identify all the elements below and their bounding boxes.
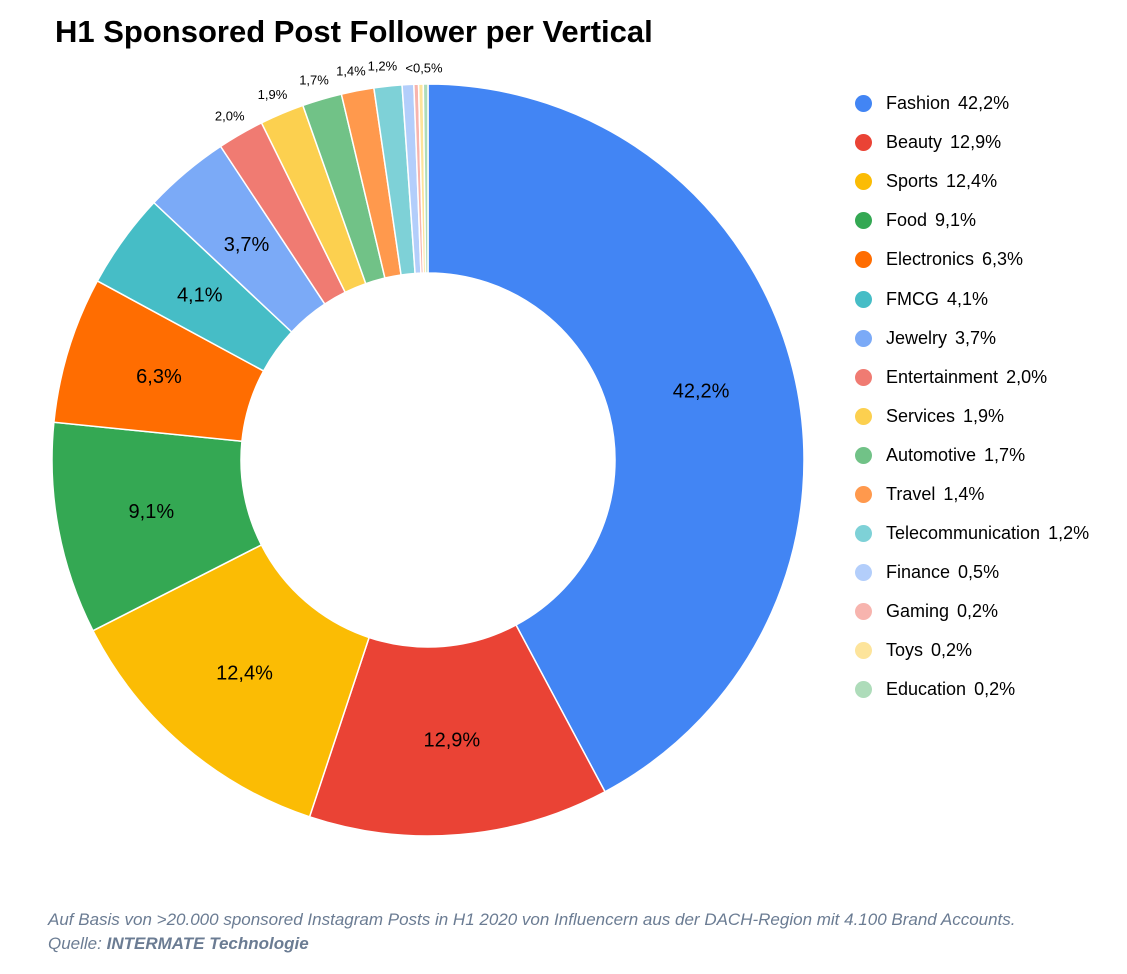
slice-label-travel: 1,4% — [336, 63, 366, 78]
legend-item-jewelry: Jewelry 3,7% — [855, 319, 1089, 358]
legend-value: 0,2% — [974, 679, 1016, 700]
legend-value: 1,4% — [943, 483, 985, 504]
slice-label-sports: 12,4% — [216, 662, 273, 684]
slice-label-fmcg: 4,1% — [177, 284, 223, 306]
slice-label-small-slices: <0,5% — [405, 61, 443, 76]
legend-label: Toys — [886, 640, 924, 661]
legend-label: Fashion — [886, 93, 951, 114]
slice-label-beauty: 12,9% — [423, 729, 480, 751]
legend-swatch — [855, 290, 872, 308]
legend-swatch — [855, 251, 872, 269]
legend-value: 2,0% — [1006, 366, 1048, 387]
slice-label-electronics: 6,3% — [136, 366, 182, 388]
legend-item-toys: Toys 0,2% — [855, 631, 1089, 670]
legend-label: Entertainment — [886, 366, 999, 387]
legend-swatch — [855, 407, 872, 425]
legend-value: 1,7% — [984, 444, 1026, 465]
legend-label: Jewelry — [886, 327, 948, 348]
legend-value: 12,4% — [946, 171, 998, 192]
chart-title: H1 Sponsored Post Follower per Vertical — [55, 14, 653, 49]
legend-label: Sports — [886, 171, 939, 192]
legend-label: Services — [886, 405, 956, 426]
legend-item-education: Education 0,2% — [855, 670, 1089, 709]
legend-label: Food — [886, 210, 928, 231]
legend-label: Electronics — [886, 249, 975, 270]
slice-education — [422, 83, 429, 274]
legend-swatch — [855, 485, 872, 503]
legend-swatch — [855, 681, 872, 699]
legend-swatch — [855, 95, 872, 113]
legend-swatch — [855, 329, 872, 347]
legend-item-fmcg: FMCG 4,1% — [855, 279, 1089, 318]
legend-swatch — [855, 642, 872, 660]
footnote-text: Auf Basis von >20.000 sponsored Instagra… — [48, 910, 1016, 953]
legend-item-sports: Sports 12,4% — [855, 162, 1089, 201]
legend-label: Automotive — [886, 444, 977, 465]
legend-label: Education — [886, 679, 967, 700]
legend-label: Gaming — [886, 601, 950, 622]
legend-label: Beauty — [886, 132, 943, 153]
footnote: Auf Basis von >20.000 sponsored Instagra… — [48, 908, 1058, 956]
slice-label-automotive: 1,7% — [299, 72, 329, 87]
legend-value: 4,1% — [947, 288, 989, 309]
legend-label: FMCG — [886, 288, 939, 309]
footnote-source: INTERMATE Technologie — [106, 934, 309, 953]
legend-swatch — [855, 212, 872, 230]
legend-item-telecommunication: Telecommunication 1,2% — [855, 514, 1089, 553]
legend-value: 0,2% — [957, 601, 999, 622]
slice-fashion — [427, 83, 805, 793]
legend-value: 0,2% — [931, 640, 973, 661]
slice-label-fashion: 42,2% — [673, 381, 730, 403]
slice-label-services: 1,9% — [258, 87, 288, 102]
legend: Fashion 42,2% Beauty 12,9% Sports 12,4% Food 9,… — [855, 84, 1089, 710]
legend-item-services: Services 1,9% — [855, 397, 1089, 436]
legend-item-beauty: Beauty 12,9% — [855, 123, 1089, 162]
legend-value: 9,1% — [935, 210, 977, 231]
slice-labels: 42,2% 12,9% 12,4% 9,1% 6,3% 4,1% 3,7% 2,0% 1,9% 1… — [129, 59, 730, 752]
legend-value: 0,5% — [958, 562, 1000, 583]
legend-item-travel: Travel 1,4% — [855, 475, 1089, 514]
legend-swatch — [855, 564, 872, 582]
slice-label-food: 9,1% — [129, 501, 175, 523]
legend-item-food: Food 9,1% — [855, 201, 1089, 240]
donut-chart: 42,2% 12,9% 12,4% 9,1% 6,3% 4,1% 3,7% 2,0% 1,9% 1… — [51, 59, 805, 837]
legend-label: Telecommunication — [886, 523, 1041, 544]
legend-value: 42,2% — [958, 93, 1010, 114]
legend-item-fashion: Fashion 42,2% — [855, 84, 1089, 123]
slice-sports — [91, 543, 371, 818]
slice-beauty — [308, 623, 606, 837]
legend-item-electronics: Electronics 6,3% — [855, 240, 1089, 279]
legend-swatch — [855, 603, 872, 621]
slice-label-entertainment: 2,0% — [215, 108, 245, 123]
legend-swatch — [855, 446, 872, 464]
legend-value: 12,9% — [950, 132, 1002, 153]
legend-item-finance: Finance 0,5% — [855, 553, 1089, 592]
legend-swatch — [855, 368, 872, 386]
slice-label-jewelry: 3,7% — [224, 234, 270, 256]
donut-slices — [51, 83, 805, 837]
legend-value: 3,7% — [955, 327, 997, 348]
legend-swatch — [855, 525, 872, 543]
legend-item-automotive: Automotive 1,7% — [855, 436, 1089, 475]
legend-swatch — [855, 134, 872, 152]
legend-value: 1,2% — [1048, 523, 1090, 544]
legend-swatch — [855, 173, 872, 191]
legend-label: Travel — [886, 483, 936, 504]
legend-label: Finance — [886, 562, 951, 583]
legend-item-entertainment: Entertainment 2,0% — [855, 358, 1089, 397]
slice-label-telecommunication: 1,2% — [368, 59, 398, 74]
legend-value: 6,3% — [982, 249, 1024, 270]
legend-item-gaming: Gaming 0,2% — [855, 592, 1089, 631]
legend-value: 1,9% — [963, 405, 1005, 426]
